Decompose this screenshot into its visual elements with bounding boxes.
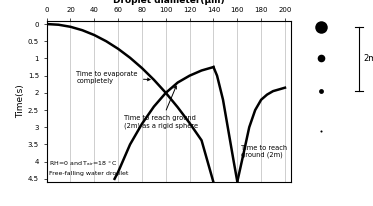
Text: Free-falling water droplet: Free-falling water droplet bbox=[49, 171, 128, 176]
Y-axis label: Time(s): Time(s) bbox=[16, 85, 25, 118]
Text: Time to reach ground
(2m) as a rigid sphere: Time to reach ground (2m) as a rigid sph… bbox=[124, 86, 198, 129]
Text: RH=0 and T$_{\mathregular{air}}$=18 °C: RH=0 and T$_{\mathregular{air}}$=18 °C bbox=[49, 159, 117, 168]
Text: 2m: 2m bbox=[363, 54, 373, 63]
Text: Time to reach
ground (2m): Time to reach ground (2m) bbox=[241, 145, 287, 158]
Text: Time to evaporate
completely: Time to evaporate completely bbox=[76, 71, 150, 84]
X-axis label: Droplet diameter(μm): Droplet diameter(μm) bbox=[113, 0, 225, 5]
